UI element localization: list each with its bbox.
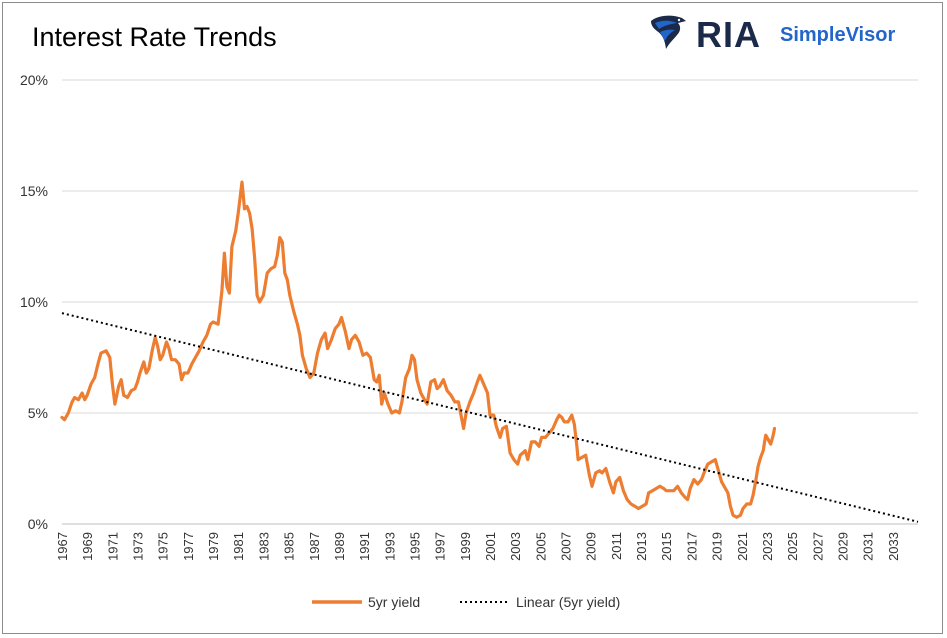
ria-simplevisor-logo: RIA SimpleVisor xyxy=(648,12,916,55)
x-tick-label: 2023 xyxy=(760,532,775,561)
legend-label-5yr-yield: 5yr yield xyxy=(368,594,420,610)
x-tick-label: 2017 xyxy=(684,532,699,561)
y-axis-ticks: 0% 5% 10% 15% 20% xyxy=(20,72,48,532)
x-tick-label: 1981 xyxy=(231,532,246,561)
logo-simplevisor-text: SimpleVisor xyxy=(780,24,896,46)
x-tick-label: 2009 xyxy=(584,532,599,561)
x-tick-label: 1983 xyxy=(256,532,271,561)
x-tick-label: 2007 xyxy=(559,532,574,561)
trendline-linear-5yr-yield xyxy=(61,312,919,523)
y-tick-label: 10% xyxy=(20,294,48,310)
x-tick-label: 2031 xyxy=(861,532,876,561)
x-tick-label: 1969 xyxy=(80,532,95,561)
x-tick-label: 1987 xyxy=(307,532,322,561)
logo-ria-text: RIA xyxy=(696,14,761,55)
x-tick-label: 2025 xyxy=(785,532,800,561)
x-tick-label: 2005 xyxy=(533,532,548,561)
x-tick-label: 2029 xyxy=(835,532,850,561)
x-tick-label: 1995 xyxy=(407,532,422,561)
x-tick-label: 1989 xyxy=(332,532,347,561)
x-tick-label: 1971 xyxy=(105,532,120,561)
x-tick-label: 2013 xyxy=(634,532,649,561)
x-tick-label: 1997 xyxy=(433,532,448,561)
x-tick-label: 2021 xyxy=(735,532,750,561)
x-tick-label: 1977 xyxy=(181,532,196,561)
y-tick-label: 5% xyxy=(28,405,48,421)
x-tick-label: 2033 xyxy=(886,532,901,561)
plot-area xyxy=(60,180,919,523)
x-axis-ticks: 1967 1969 1971 1973 1975 1977 1979 1981 1983 1985… xyxy=(55,532,901,561)
x-tick-label: 1975 xyxy=(156,532,171,561)
chart-title: Interest Rate Trends xyxy=(32,22,277,52)
y-tick-label: 15% xyxy=(20,183,48,199)
x-tick-label: 1985 xyxy=(282,532,297,561)
x-tick-label: 2001 xyxy=(483,532,498,561)
x-tick-label: 2015 xyxy=(659,532,674,561)
x-tick-label: 1993 xyxy=(382,532,397,561)
x-tick-label: 2027 xyxy=(810,532,825,561)
x-tick-label: 1973 xyxy=(131,532,146,561)
legend: 5yr yield Linear (5yr yield) xyxy=(312,594,620,610)
y-tick-label: 20% xyxy=(20,72,48,88)
gridlines xyxy=(62,79,918,414)
x-tick-label: 1999 xyxy=(458,532,473,561)
x-tick-label: 2003 xyxy=(508,532,523,561)
x-tick-label: 1979 xyxy=(206,532,221,561)
series-line-5yr-yield xyxy=(60,180,777,519)
x-tick-label: 1991 xyxy=(357,532,372,561)
y-tick-label: 0% xyxy=(28,516,48,532)
legend-label-linear: Linear (5yr yield) xyxy=(516,594,620,610)
x-tick-label: 1967 xyxy=(55,532,70,561)
x-tick-label: 2011 xyxy=(609,532,624,560)
x-tick-label: 2019 xyxy=(710,532,725,561)
eagle-icon xyxy=(651,15,686,50)
